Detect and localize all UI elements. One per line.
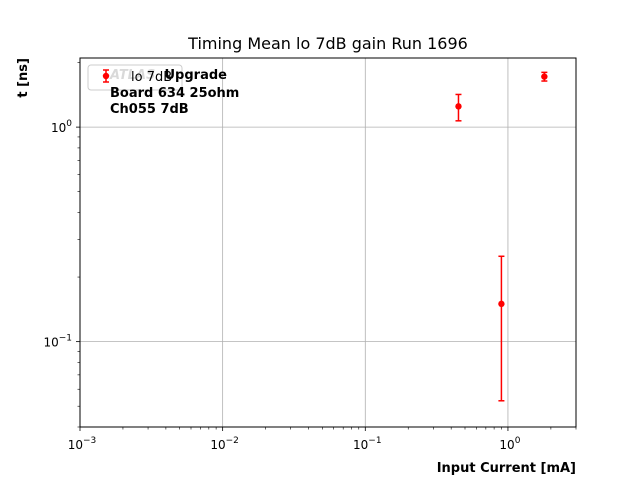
y-axis-label: t [ns] — [16, 58, 31, 98]
data-point — [541, 73, 548, 80]
chart-title: Timing Mean lo 7dB gain Run 1696 — [187, 34, 468, 53]
annotation-atlas: ATLAS — [109, 68, 155, 83]
y-tick-label: 10−1 — [43, 334, 72, 350]
x-tick-label: 10−3 — [68, 436, 97, 452]
x-tick-label: 10−1 — [353, 436, 382, 452]
data-point — [455, 103, 462, 110]
legend-label: lo 7dB — [131, 70, 172, 85]
legend-point — [102, 72, 110, 80]
axis-ticks: 10−3 10−2 10−1 100 10−1 100 — [43, 62, 577, 452]
x-tick-label: 100 — [499, 436, 520, 452]
legend-marker — [102, 69, 110, 83]
annotation-line1: ATLAS Upgrade — [109, 64, 227, 83]
annotation-line3: Ch055 7dB — [110, 102, 189, 117]
x-tick-label: 10−2 — [210, 436, 239, 452]
x-axis-label: Input Current [mA] — [437, 461, 576, 476]
legend: lo 7dB — [87, 64, 183, 91]
plot-frame — [79, 57, 577, 428]
data-marks — [455, 71, 548, 402]
legend-box — [87, 64, 183, 91]
y-tick-label: 100 — [51, 119, 72, 135]
annotation: ATLAS Upgrade Board 634 25ohm Ch055 7dB — [109, 64, 239, 117]
annotation-upgrade: Upgrade — [165, 68, 228, 83]
data-point — [498, 300, 505, 308]
annotation-line2: Board 634 25ohm — [110, 86, 239, 101]
